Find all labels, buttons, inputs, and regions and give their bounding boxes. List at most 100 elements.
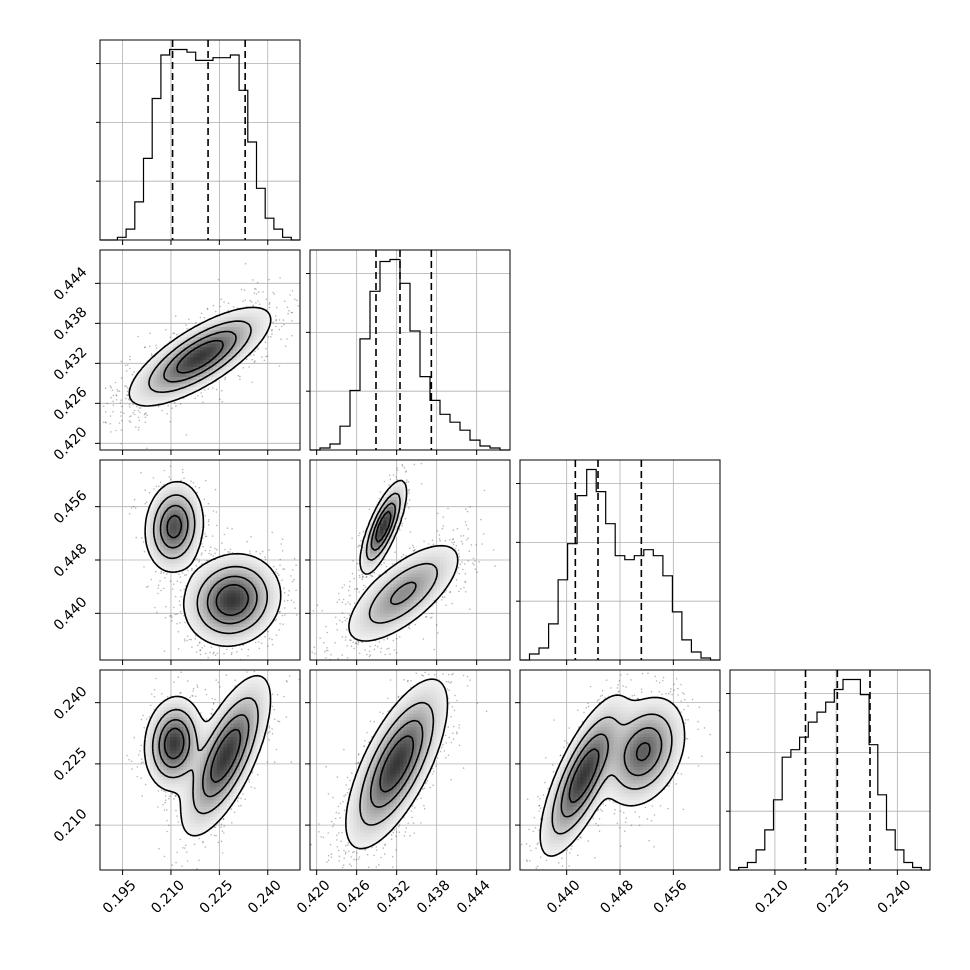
sample-point: [275, 618, 278, 621]
density-cell: [220, 563, 224, 567]
density-cell: [203, 356, 207, 361]
sample-point: [271, 329, 273, 332]
sample-point: [460, 588, 462, 590]
density-cell: [173, 560, 177, 564]
density-cell: [160, 366, 164, 371]
density-cell: [226, 590, 231, 594]
density-cell: [173, 363, 177, 367]
density-cell: [230, 553, 234, 557]
density-cell: [233, 566, 237, 571]
density-cell: [246, 620, 251, 624]
sample-point: [133, 371, 135, 373]
density-cell: [240, 636, 244, 641]
density-cell: [186, 550, 191, 554]
density-cell: [163, 553, 167, 557]
sample-point: [357, 643, 359, 645]
density-cell: [186, 530, 191, 534]
density-cell: [233, 610, 237, 614]
density-cell: [146, 530, 151, 534]
density-cell: [173, 516, 177, 521]
sample-point: [137, 409, 140, 412]
density-cell: [230, 586, 234, 591]
density-cell: [173, 386, 177, 391]
sample-point: [115, 394, 117, 396]
density-cell: [253, 566, 257, 571]
density-cell: [223, 333, 227, 337]
density-cell: [190, 610, 194, 614]
density-cell: [203, 590, 207, 594]
sample-point: [227, 302, 230, 305]
density-cell: [186, 516, 191, 521]
sample-point: [192, 481, 195, 484]
density-cell: [230, 590, 234, 594]
sample-point: [137, 335, 139, 338]
sample-point: [286, 599, 289, 602]
density-cell: [180, 343, 184, 347]
density-cell: [180, 366, 184, 371]
density-cell: [193, 350, 197, 354]
density-cell: [213, 600, 217, 604]
sample-point: [112, 394, 115, 397]
density-cell: [206, 563, 211, 567]
density-cell: [196, 630, 201, 634]
sample-point: [97, 429, 99, 431]
density-cell: [263, 566, 267, 571]
sample-point: [280, 543, 283, 545]
density-cell: [186, 380, 191, 384]
density-cell: [256, 633, 261, 637]
density-cell: [200, 350, 204, 354]
density-cell: [173, 373, 177, 377]
density-cell: [223, 620, 227, 624]
density-cell: [250, 583, 254, 587]
density-cell: [200, 610, 204, 614]
sample-point: [472, 557, 475, 560]
density-cell: [250, 320, 254, 324]
sample-point: [179, 610, 182, 613]
density-cell: [173, 376, 177, 381]
density-cell: [150, 400, 154, 404]
density-cell: [216, 326, 221, 331]
sample-point: [172, 583, 175, 585]
sample-point: [184, 621, 186, 624]
density-cell: [246, 576, 251, 581]
density-cell: [246, 580, 251, 584]
sample-point: [378, 497, 381, 500]
density-cell: [166, 483, 171, 487]
density-cell: [193, 383, 197, 387]
density-cell: [156, 376, 161, 381]
density-cell: [186, 373, 191, 377]
density-cell: [180, 490, 184, 494]
density-cell: [163, 566, 167, 571]
density-cell: [156, 493, 161, 497]
density-cell: [220, 343, 224, 347]
density-cell: [170, 373, 174, 377]
density-cell: [186, 593, 191, 597]
density-cell: [253, 333, 257, 337]
density-cell: [160, 490, 164, 494]
density-cell: [196, 596, 201, 601]
sample-point: [158, 485, 160, 488]
density-cell: [246, 306, 251, 311]
density-cell: [170, 520, 174, 524]
density-cell: [160, 496, 164, 501]
scatter-panel-0-1: [95, 249, 301, 455]
density-cell: [203, 603, 207, 607]
scatter-panel-0-2: [95, 459, 301, 665]
density-cell: [190, 513, 194, 517]
density-cell: [163, 350, 167, 354]
density-cell: [166, 486, 171, 491]
density-cell: [166, 386, 171, 391]
density-cell: [250, 333, 254, 337]
density-cell: [223, 356, 227, 361]
density-cell: [203, 633, 207, 637]
sample-point: [293, 601, 295, 604]
sample-point: [132, 403, 134, 406]
density-cell: [203, 383, 207, 387]
sample-point: [200, 554, 203, 556]
density-cell: [190, 363, 194, 367]
density-cell: [130, 393, 134, 397]
density-cell: [253, 620, 257, 624]
density-cell: [263, 603, 267, 607]
sample-point: [183, 614, 185, 617]
density-cell: [176, 376, 181, 381]
